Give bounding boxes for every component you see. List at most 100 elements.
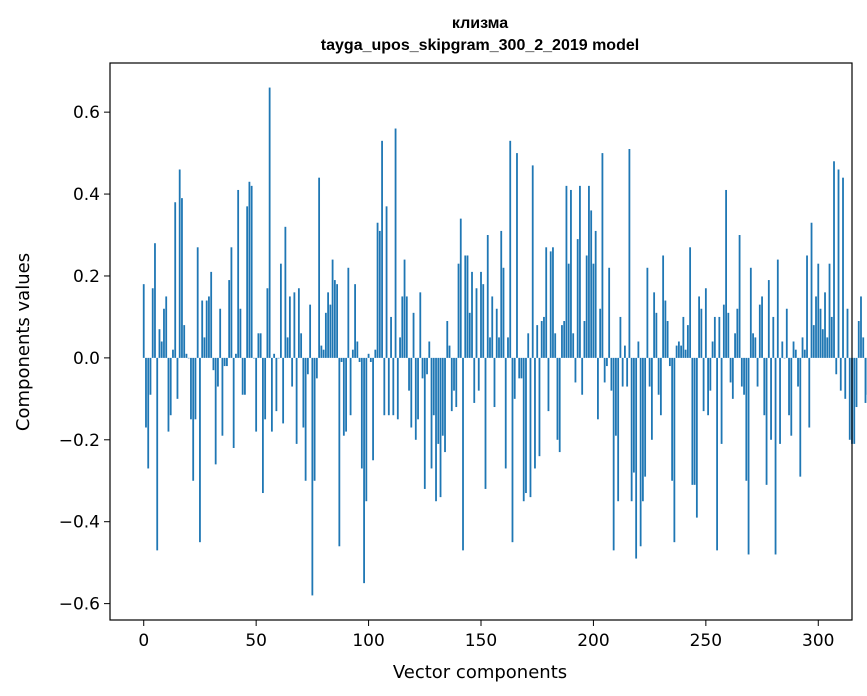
bar	[761, 296, 763, 358]
bar	[448, 345, 451, 358]
bar	[187, 357, 190, 359]
bar	[639, 357, 642, 547]
bar	[549, 251, 552, 358]
bar	[270, 357, 273, 432]
bar	[176, 357, 179, 399]
bar	[520, 357, 523, 379]
bar	[617, 357, 620, 502]
bar	[736, 308, 739, 358]
bar	[266, 288, 269, 358]
bar	[790, 357, 793, 436]
bar	[154, 243, 156, 358]
bar	[743, 357, 745, 395]
bar	[668, 357, 671, 367]
bar	[848, 357, 851, 440]
bar	[230, 247, 233, 358]
bar	[846, 308, 849, 358]
bar	[306, 357, 309, 375]
y-tick-label: −0.4	[59, 513, 100, 533]
bar	[540, 321, 543, 358]
bar	[713, 316, 716, 358]
bar	[142, 284, 145, 358]
bar	[255, 357, 258, 432]
bar	[828, 263, 831, 358]
bar	[250, 185, 253, 358]
bar	[630, 357, 633, 502]
bar	[158, 329, 161, 358]
bar	[172, 349, 174, 358]
bar	[619, 316, 622, 358]
bar	[745, 357, 748, 481]
bar	[196, 247, 199, 358]
bar	[412, 312, 415, 358]
bar	[437, 357, 440, 444]
bar	[711, 341, 714, 358]
bar	[527, 333, 530, 358]
bar	[471, 271, 473, 358]
bar	[803, 349, 806, 358]
bar	[394, 128, 397, 358]
bar	[253, 357, 255, 359]
bar	[338, 357, 341, 547]
bar	[504, 357, 507, 469]
bar	[653, 292, 656, 358]
bar	[318, 177, 321, 358]
bar	[608, 267, 611, 358]
bars-group	[142, 87, 867, 596]
x-tick-label: 200	[577, 631, 609, 651]
bar	[797, 357, 799, 387]
bar	[491, 296, 494, 358]
bar	[758, 304, 761, 358]
bar	[241, 357, 244, 395]
bar	[817, 263, 820, 358]
bar	[522, 357, 525, 502]
x-axis-ticks: 0 50 100 150 200 250 300	[138, 620, 834, 651]
bar	[538, 357, 541, 457]
bar	[356, 341, 359, 358]
bar	[646, 267, 649, 358]
bar	[358, 357, 361, 362]
bar	[295, 357, 298, 444]
x-tick-label: 50	[245, 631, 267, 651]
bar	[387, 357, 390, 416]
bar	[486, 235, 489, 358]
bar	[673, 357, 676, 543]
bar	[657, 357, 660, 395]
bar	[390, 316, 392, 358]
bar	[606, 357, 608, 367]
bar	[246, 206, 249, 358]
bar	[226, 357, 228, 367]
bar	[648, 357, 651, 387]
bar	[677, 341, 680, 358]
bar	[464, 255, 467, 358]
bar	[612, 357, 615, 551]
bar	[839, 357, 842, 391]
bar	[223, 357, 226, 367]
bar	[844, 357, 847, 399]
bar	[383, 357, 386, 416]
bar	[302, 357, 305, 428]
bar	[590, 210, 593, 358]
bar	[297, 288, 300, 358]
bar	[603, 357, 606, 383]
bar	[489, 337, 491, 358]
bar	[684, 349, 687, 358]
bar	[354, 284, 356, 358]
bar	[219, 308, 222, 358]
bar	[351, 349, 354, 358]
bar	[516, 153, 518, 358]
bar	[592, 263, 595, 358]
bar	[498, 337, 500, 358]
bar	[808, 357, 811, 428]
bar	[264, 357, 267, 420]
bar	[210, 271, 213, 358]
bar	[174, 202, 177, 358]
bar	[336, 284, 338, 358]
bar	[693, 357, 696, 485]
bar	[311, 357, 314, 596]
bar	[554, 333, 557, 358]
bar	[700, 308, 703, 358]
bar	[322, 349, 325, 358]
bar	[473, 357, 476, 403]
